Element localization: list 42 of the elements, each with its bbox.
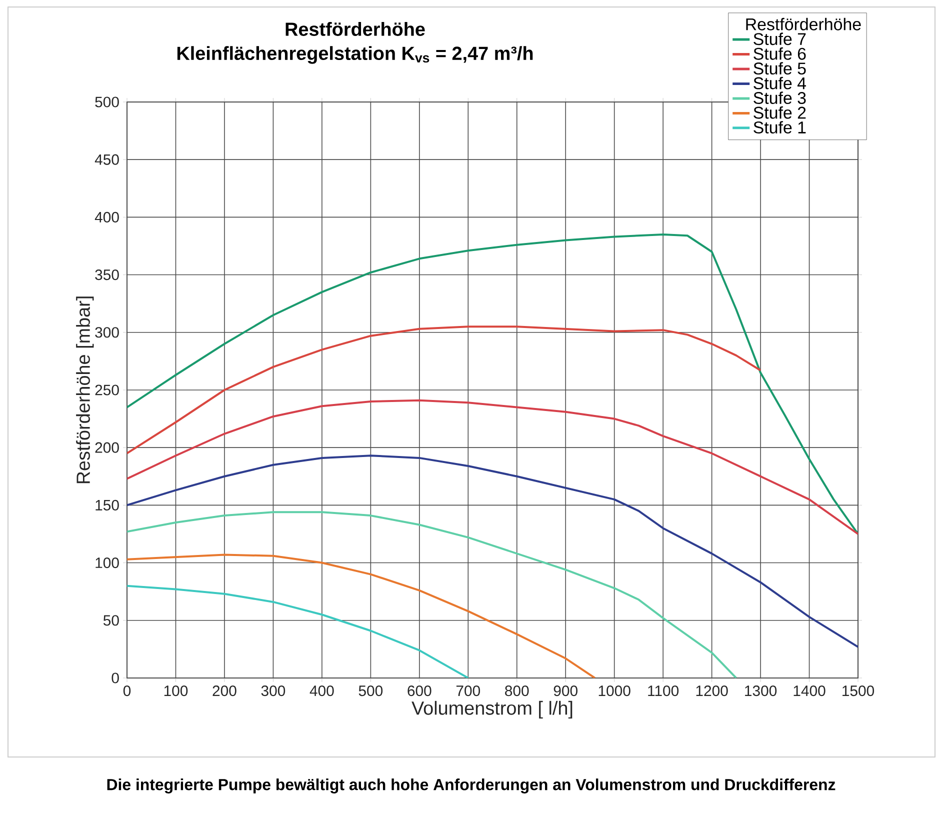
legend-title: Restförderhöhe	[746, 18, 861, 30]
x-tick-label: 1000	[598, 686, 630, 696]
y-tick-label: 450	[94, 154, 119, 165]
x-axis-title: Volumenstrom [ l/h]	[412, 700, 572, 719]
y-tick-label: 300	[95, 327, 119, 338]
y-tick-label: 500	[95, 96, 119, 108]
text: Die integrierte Pumpe bewältigt auch hohe Anforderungen an Volumenstrom und Druckdifferenz	[107, 778, 836, 794]
x-tick-label: 500	[358, 686, 383, 696]
x-tick-label: 0	[123, 686, 131, 696]
legend-label: Stufe 2	[754, 106, 806, 119]
x-tick-label: 1400	[794, 686, 826, 696]
y-tick-label: 250	[95, 384, 119, 396]
x-tick-label: 600	[408, 686, 432, 696]
y-tick-label: 350	[95, 269, 119, 280]
legend-label: Stufe 4	[754, 76, 806, 90]
x-tick-label: 200	[212, 686, 236, 696]
y-tick-label: 100	[96, 557, 119, 568]
y-tick-label: 200	[95, 442, 119, 453]
legend-label: Stufe 1	[754, 121, 806, 134]
x-tick-label: 100	[164, 686, 188, 696]
legend-label: Stufe 6	[754, 47, 806, 60]
x-tick-label: 700	[456, 686, 480, 696]
y-tick-label: 0	[112, 672, 119, 684]
line-series	[127, 584, 470, 678]
x-tick-label: 800	[505, 686, 529, 696]
line-series	[127, 233, 858, 535]
x-tick-label: 400	[310, 686, 334, 696]
legend-label: Stufe 7	[754, 32, 806, 46]
x-tick-label: 1100	[648, 686, 679, 696]
x-tick-label: 1500	[842, 686, 874, 696]
y-tick-label: 400	[94, 212, 119, 222]
x-tick-label: 900	[554, 686, 578, 696]
y-axis-title: Restförderhöhe [mbar]	[76, 296, 94, 484]
legend-label: Stufe 5	[754, 62, 806, 75]
y-tick-label: 150	[96, 500, 119, 510]
chart-subtitle: Kleinflächenregelstation K$_{vs}$ = 2,47 m³/h	[177, 46, 533, 64]
x-tick-label: 300	[261, 686, 286, 696]
y-tick-label: 50	[103, 615, 119, 626]
x-tick-label: 1300	[745, 686, 777, 696]
x-tick-label: 1200	[696, 686, 728, 696]
legend-label: Stufe 3	[754, 92, 806, 104]
chart-title: Restförderhöhe	[286, 22, 425, 36]
